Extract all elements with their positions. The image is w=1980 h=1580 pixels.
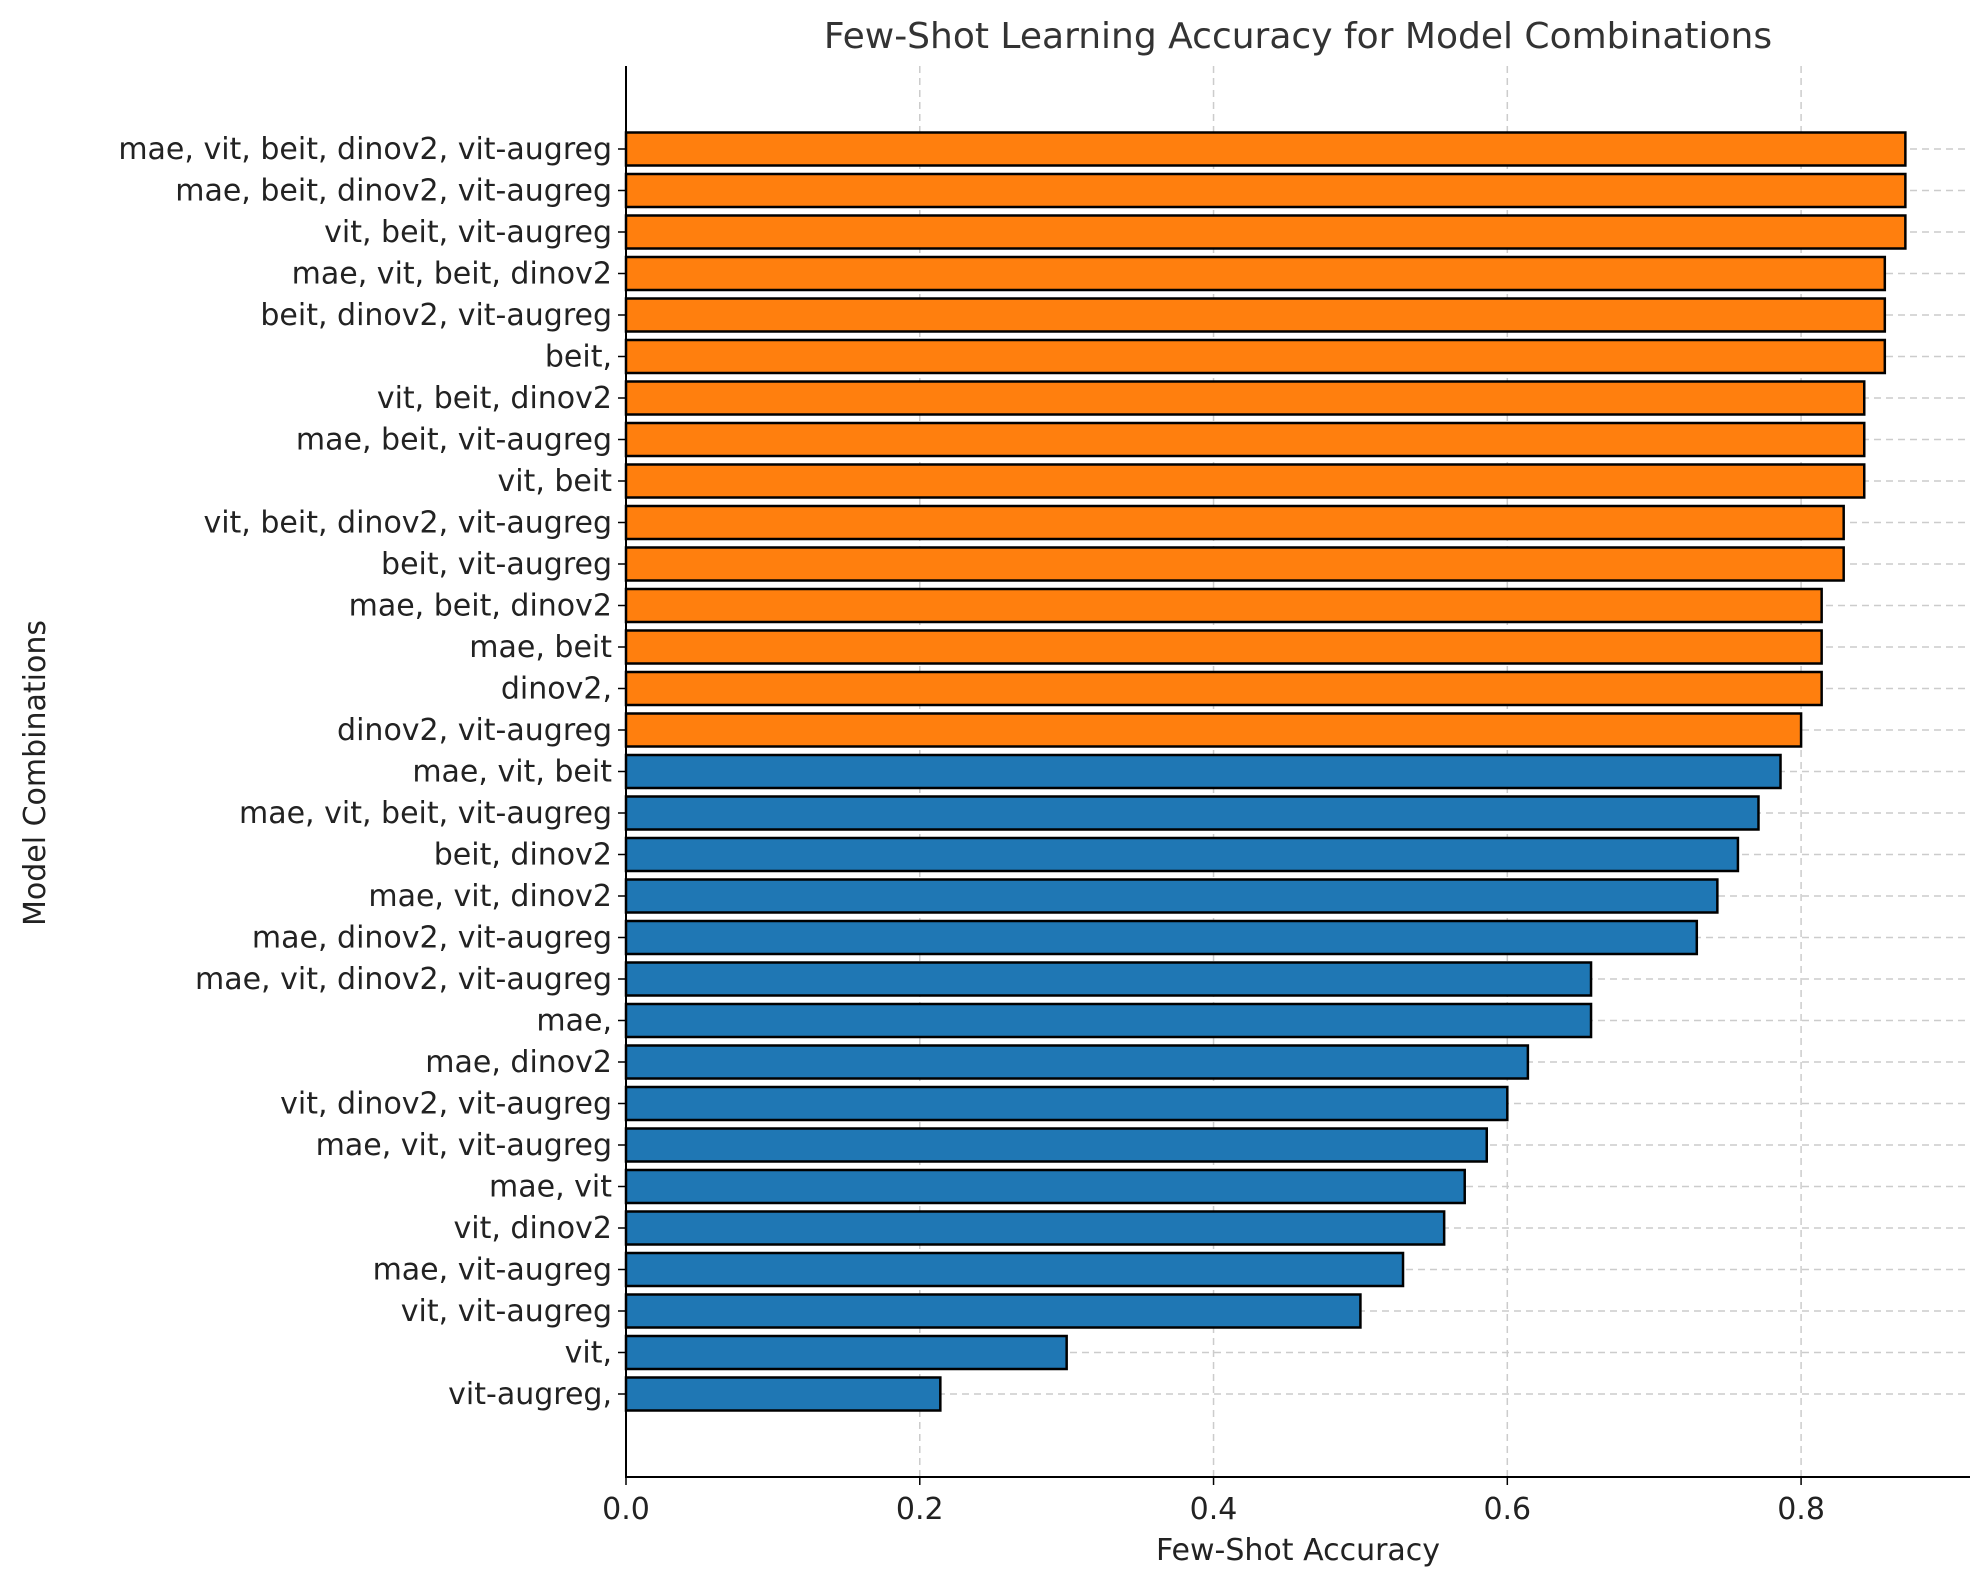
- bar: [624, 919, 1699, 956]
- bar: [624, 629, 1823, 665]
- y-tick-labels: mae, vit, beit, dinov2, vit-augreg mae, b…: [118, 132, 626, 1412]
- y-tick-label: mae, vit-augreg: [373, 1253, 612, 1288]
- y-tick-label: mae,: [536, 1004, 612, 1039]
- bar: [624, 172, 1907, 209]
- y-tick-label: dinov2,: [501, 672, 612, 707]
- y-tick-label: vit, dinov2: [453, 1211, 612, 1246]
- y-tick-label: beit,: [545, 340, 612, 375]
- y-tick-label: mae, beit, dinov2, vit-augreg: [175, 174, 612, 209]
- y-tick-label: vit, beit, dinov2: [377, 381, 612, 416]
- y-tick-label: mae, vit, vit-augreg: [316, 1128, 612, 1163]
- bar: [624, 463, 1866, 499]
- bar: [624, 255, 1887, 292]
- bar: [624, 836, 1740, 873]
- y-tick-label: vit,: [565, 1336, 612, 1371]
- y-tick-label: mae, vit, beit, dinov2: [292, 257, 612, 292]
- bar: [624, 1251, 1405, 1288]
- y-tick-label: mae, dinov2: [425, 1045, 612, 1080]
- bar: [624, 1334, 1068, 1371]
- bar: [624, 878, 1719, 914]
- y-tick-label: beit, vit-augreg: [381, 547, 612, 582]
- y-tick-label: vit, beit, vit-augreg: [324, 215, 612, 250]
- y-tick-label: mae, vit, beit, dinov2, vit-augreg: [118, 132, 612, 167]
- y-tick-label: mae, vit, dinov2: [368, 879, 612, 914]
- bar: [624, 712, 1803, 748]
- y-tick-label: mae, beit: [469, 630, 612, 665]
- y-tick-label: vit, beit: [497, 464, 612, 499]
- y-tick-label: beit, dinov2, vit-augreg: [260, 298, 612, 333]
- bar: [624, 297, 1887, 333]
- bar: [624, 795, 1760, 831]
- bar: [624, 214, 1907, 250]
- bar: [624, 1127, 1488, 1163]
- x-tick-label: 0.6: [1483, 1492, 1531, 1527]
- bar: [624, 338, 1887, 375]
- bar: [624, 670, 1823, 707]
- bar: [624, 961, 1593, 997]
- y-tick-label: mae, vit, beit: [412, 755, 612, 790]
- y-tick-label: beit, dinov2: [434, 838, 612, 873]
- bar: [624, 1002, 1593, 1039]
- bar: [624, 587, 1823, 624]
- bar: [624, 1210, 1446, 1246]
- bar: [624, 546, 1845, 582]
- y-axis-label: Model Combinations: [18, 620, 53, 926]
- y-tick-label: dinov2, vit-augreg: [337, 713, 612, 748]
- x-tick-label: 0.0: [602, 1492, 650, 1527]
- bars: [624, 131, 1907, 1412]
- x-tick-label: 0.4: [1190, 1492, 1238, 1527]
- bar: [624, 1293, 1362, 1329]
- y-tick-label: vit-augreg,: [448, 1377, 612, 1412]
- y-tick-label: mae, beit, vit-augreg: [296, 423, 612, 458]
- y-tick-label: vit, beit, dinov2, vit-augreg: [203, 506, 612, 541]
- bar: [624, 1168, 1466, 1205]
- y-tick-label: vit, vit-augreg: [401, 1294, 612, 1329]
- y-tick-label: vit, dinov2, vit-augreg: [280, 1087, 612, 1122]
- x-tick-label: 0.2: [896, 1492, 944, 1527]
- bar: [624, 131, 1907, 167]
- x-tick-labels: 0.0 0.2 0.4 0.6 0.8: [602, 1477, 1825, 1527]
- bar: [624, 504, 1845, 541]
- x-tick-label: 0.8: [1777, 1492, 1825, 1527]
- y-tick-label: mae, vit, dinov2, vit-augreg: [195, 962, 612, 997]
- x-axis-label: Few-Shot Accuracy: [1156, 1533, 1440, 1568]
- bar: [624, 421, 1866, 458]
- y-tick-label: mae, vit: [489, 1170, 612, 1205]
- bar: [624, 380, 1866, 416]
- bar: [624, 1376, 942, 1412]
- chart-title: Few-Shot Learning Accuracy for Model Com…: [824, 16, 1772, 57]
- y-tick-label: mae, beit, dinov2: [349, 589, 612, 624]
- y-tick-label: mae, dinov2, vit-augreg: [252, 921, 612, 956]
- y-tick-label: mae, vit, beit, vit-augreg: [239, 796, 612, 831]
- bar: [624, 1044, 1530, 1080]
- bar: [624, 753, 1782, 790]
- bar: [624, 1085, 1509, 1122]
